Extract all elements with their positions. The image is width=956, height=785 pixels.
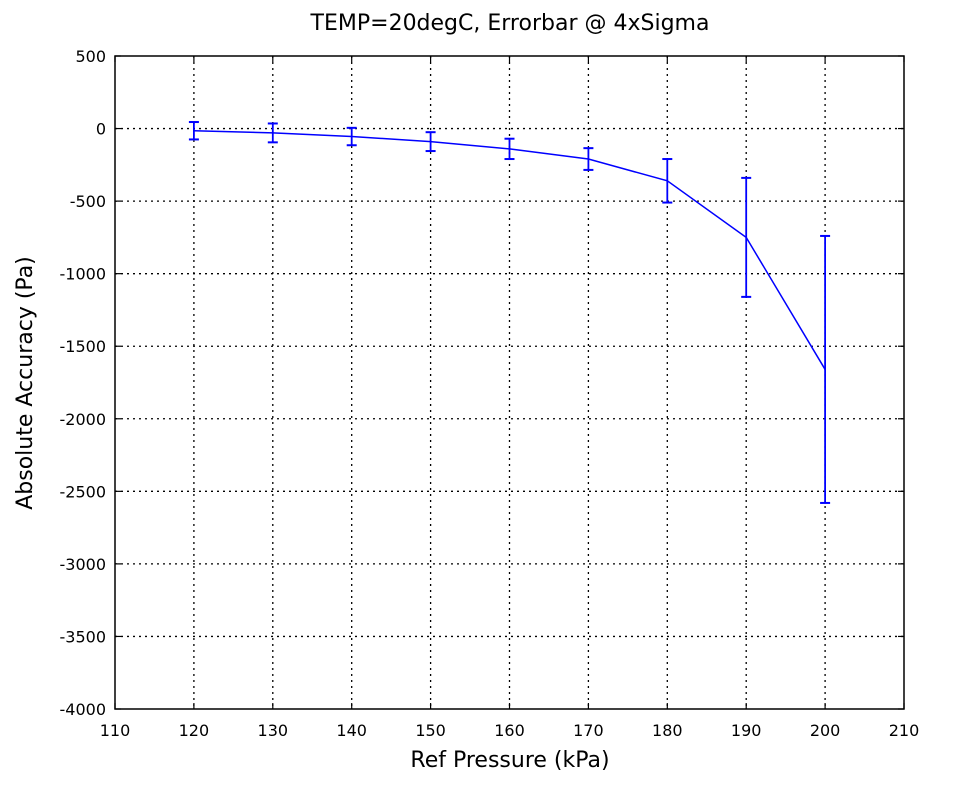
x-tick-label: 180 [652, 721, 683, 740]
x-axis-title: Ref Pressure (kPa) [410, 748, 609, 773]
x-tick-label: 210 [889, 721, 920, 740]
y-tick-label: -1500 [60, 337, 107, 356]
x-tick-label: 130 [258, 721, 289, 740]
y-tick-label: -4000 [60, 700, 107, 719]
y-tick-label: -2000 [60, 410, 107, 429]
x-tick-label: 140 [336, 721, 367, 740]
ticks: 110 120 130 140 150 160 170 180 190 200 210 500 0 -50… [60, 47, 920, 740]
x-tick-label: 120 [179, 721, 210, 740]
series-layer [188, 121, 831, 504]
x-tick-label: 200 [810, 721, 841, 740]
y-tick-label: -3500 [60, 627, 107, 646]
x-tick-label: 110 [100, 721, 131, 740]
y-tick-label: -2500 [60, 482, 107, 501]
x-tick-label: 170 [573, 721, 604, 740]
x-tick-label: 190 [731, 721, 762, 740]
y-tick-label: 500 [75, 47, 106, 66]
y-tick-label: 0 [96, 120, 106, 139]
x-tick-label: 150 [415, 721, 446, 740]
x-tick-label: 160 [494, 721, 525, 740]
y-tick-label: -500 [70, 192, 106, 211]
y-tick-label: -1000 [60, 265, 107, 284]
y-tick-label: -3000 [60, 555, 107, 574]
y-axis-title: Absolute Accuracy (Pa) [13, 256, 38, 510]
chart-title: TEMP=20degC, Errorbar @ 4xSigma [310, 11, 710, 36]
